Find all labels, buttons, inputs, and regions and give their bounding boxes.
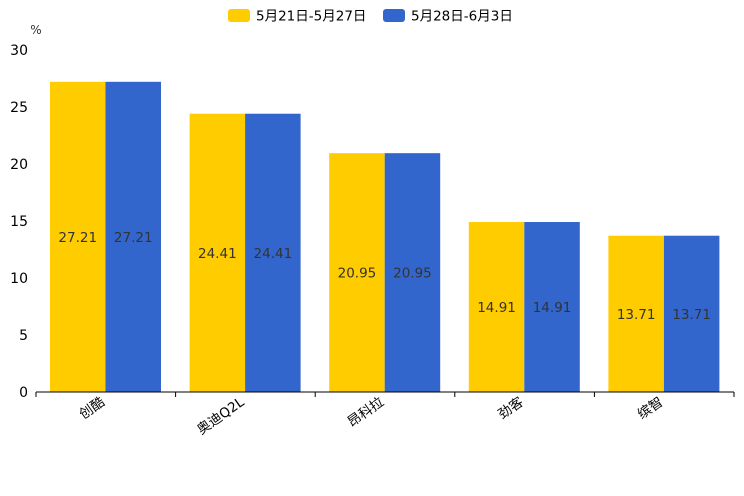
- bar: [608, 235, 664, 392]
- y-axis-unit: %: [30, 23, 41, 37]
- y-tick-label: 5: [19, 328, 28, 344]
- x-tick-label: 奥迪Q2L: [194, 393, 248, 438]
- data-label: 14.91: [477, 300, 516, 316]
- legend-swatch: [383, 9, 405, 22]
- legend-label: 5月21日-5月27日: [256, 9, 366, 25]
- y-tick-label: 0: [19, 385, 28, 401]
- bar: [105, 81, 161, 392]
- bar: [245, 113, 301, 392]
- data-label: 24.41: [254, 246, 293, 262]
- x-tick-label: 缤智: [635, 394, 666, 423]
- x-tick-label: 昂科拉: [345, 394, 388, 431]
- bar: [329, 153, 385, 392]
- bar: [524, 222, 580, 392]
- x-axis: 创酷 奥迪Q2L 昂科拉 劲客 缤智: [35, 391, 735, 438]
- y-tick-label: 25: [10, 100, 28, 116]
- y-tick-label: 30: [10, 43, 28, 59]
- bar: [468, 222, 525, 392]
- x-tick-label: 劲客: [495, 393, 527, 423]
- bar: [384, 153, 441, 392]
- bar: [50, 81, 106, 392]
- legend: 5月21日-5月27日 5月28日-6月3日: [228, 9, 513, 25]
- data-label: 27.21: [58, 230, 97, 246]
- data-label: 13.71: [672, 307, 711, 323]
- data-label: 13.71: [617, 307, 656, 323]
- y-axis: 0 5 10 15 20 25 30: [10, 43, 28, 401]
- y-tick-label: 10: [10, 271, 28, 287]
- legend-label: 5月28日-6月3日: [411, 9, 513, 25]
- data-label: 20.95: [393, 266, 432, 282]
- x-tick-label: 创酷: [76, 394, 108, 423]
- y-tick-label: 15: [10, 214, 28, 230]
- bars: 27.21 27.21 24.41 24.41 20.95 20.95 14.91 14.91…: [50, 81, 720, 392]
- data-label: 14.91: [533, 300, 572, 316]
- data-label: 20.95: [338, 266, 377, 282]
- legend-swatch: [228, 9, 250, 22]
- data-label: 24.41: [198, 246, 237, 262]
- y-tick-label: 20: [10, 157, 28, 173]
- bar: [663, 235, 720, 392]
- data-label: 27.21: [114, 230, 153, 246]
- bar: [189, 113, 246, 392]
